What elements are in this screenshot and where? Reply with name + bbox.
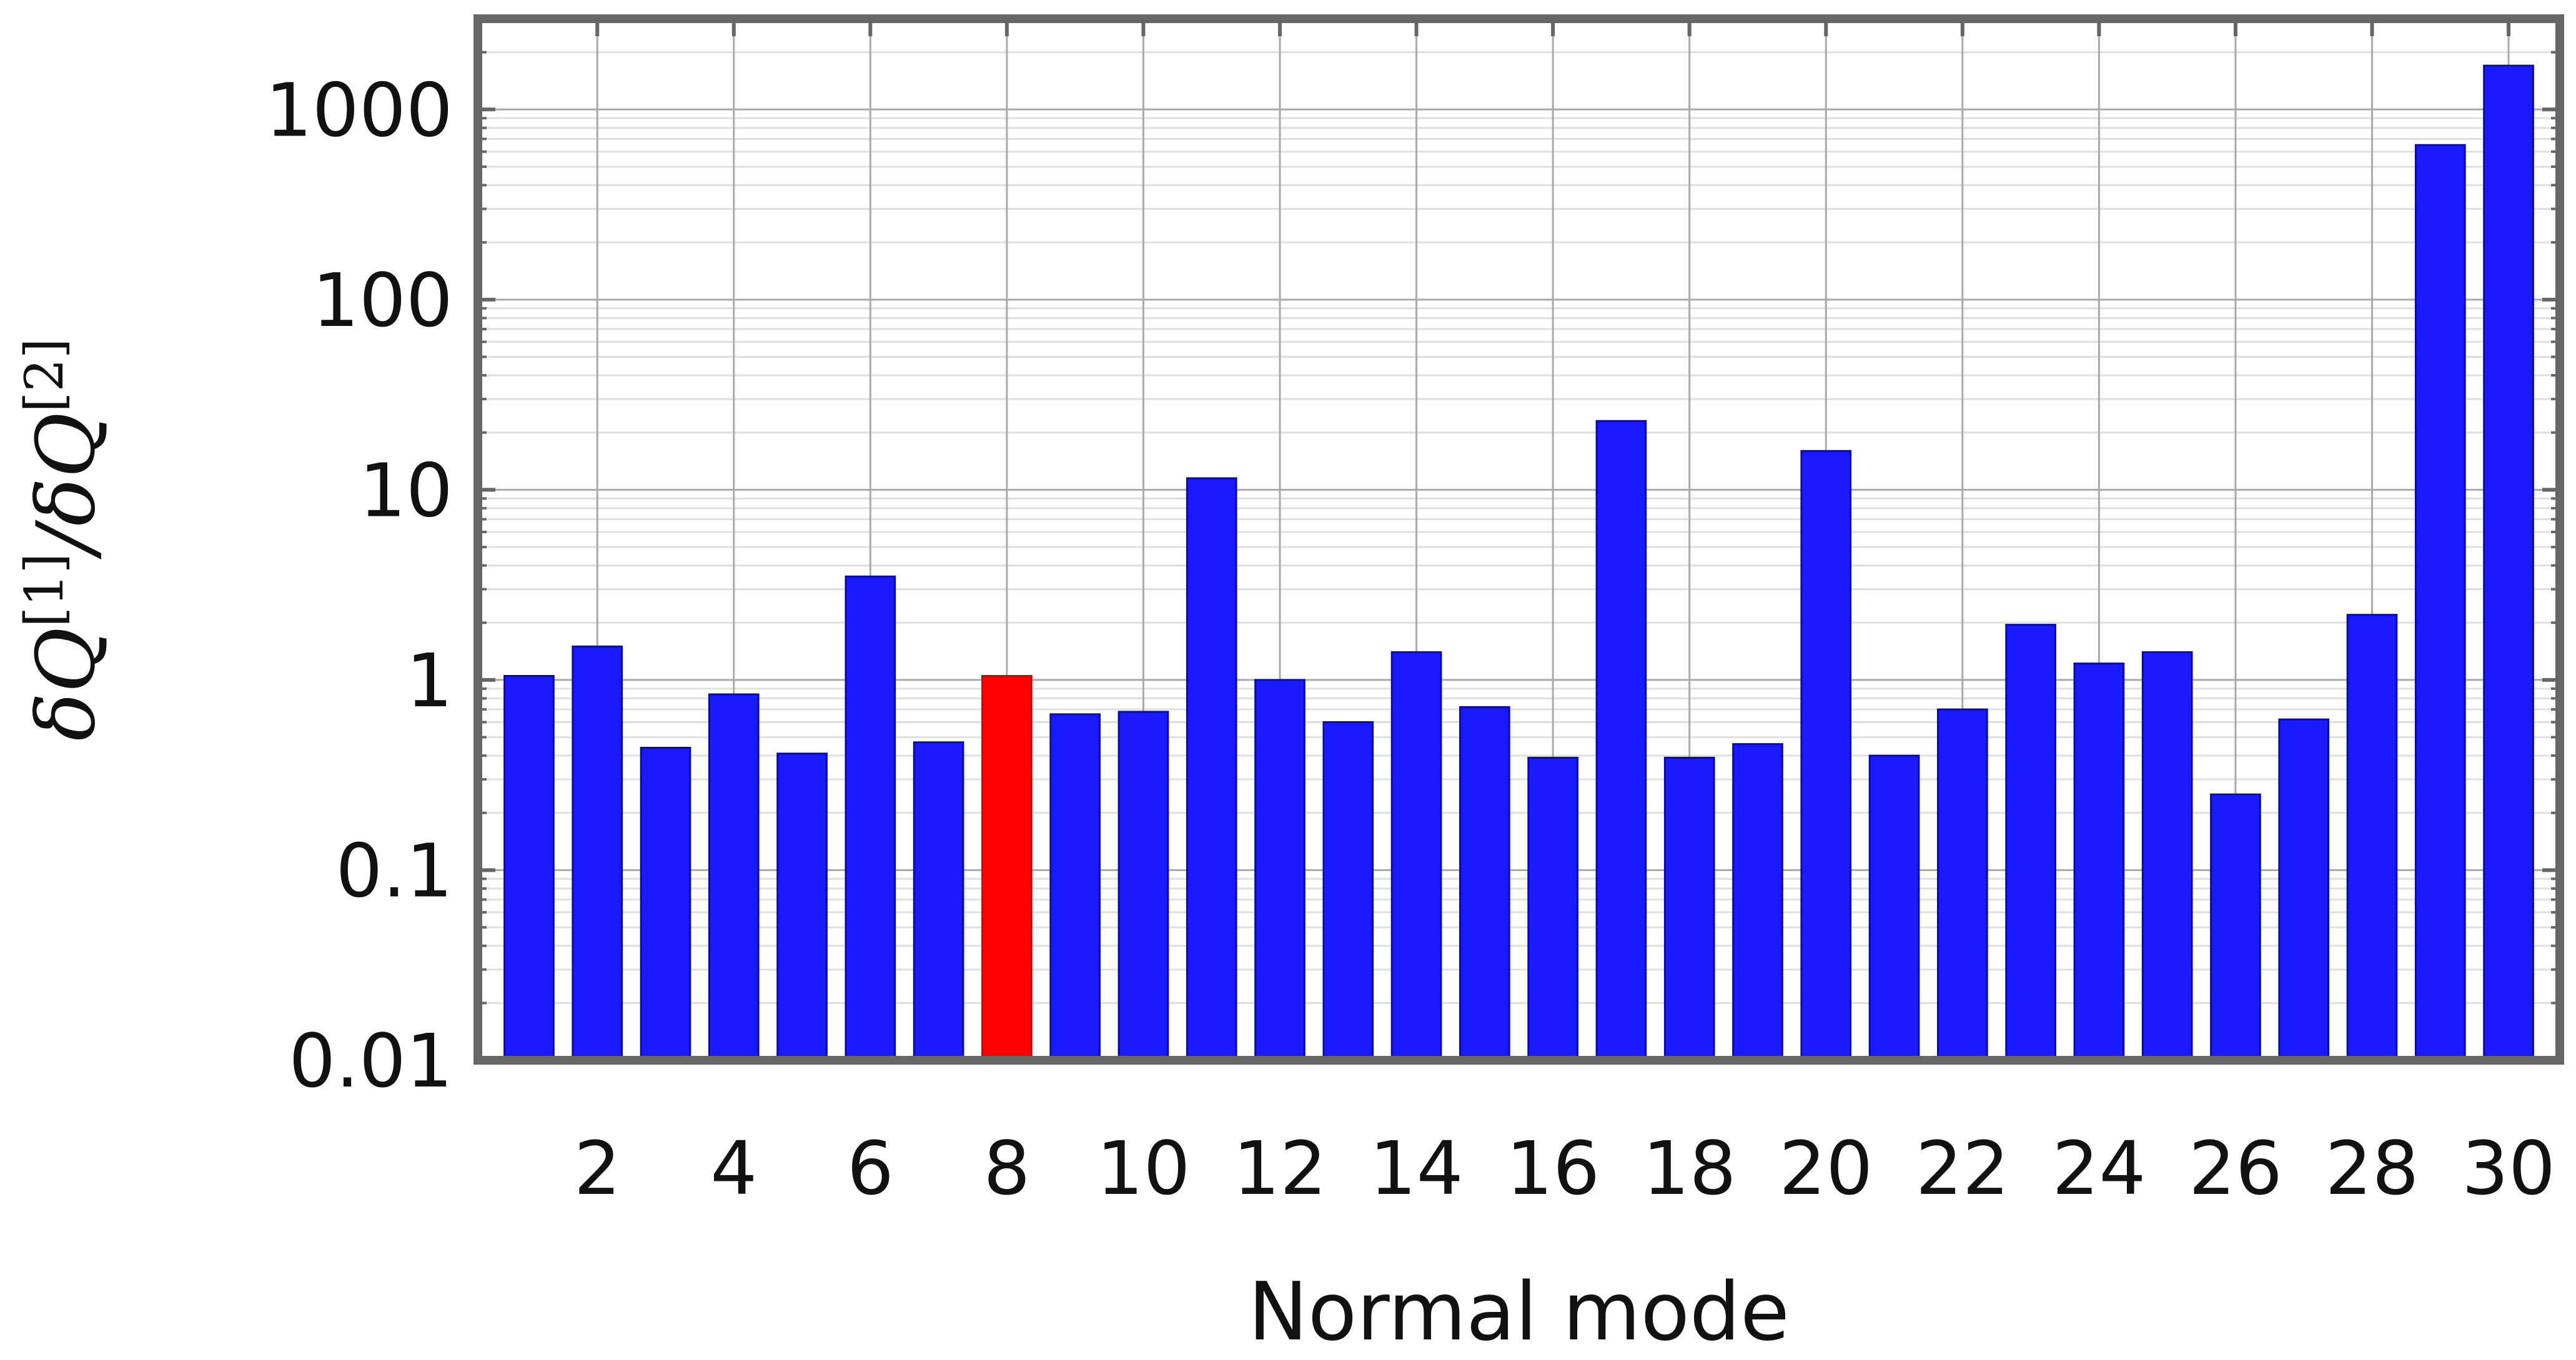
y-tick-label: 10 [359, 447, 453, 533]
y-axis-title: δQ[1]/δQ[2] [14, 338, 113, 741]
bar-mode-22 [1936, 708, 1988, 1062]
bar-mode-18 [1663, 756, 1715, 1062]
bar-mode-8 [981, 674, 1033, 1062]
bar-mode-14 [1390, 651, 1442, 1062]
bar-mode-3 [640, 747, 691, 1062]
bar-mode-1 [503, 674, 555, 1062]
bar-mode-6 [845, 575, 896, 1062]
x-tick-label: 8 [983, 1125, 1030, 1211]
x-tick-label: 20 [1779, 1125, 1873, 1211]
bar-mode-26 [2210, 793, 2261, 1062]
bar-mode-16 [1527, 756, 1578, 1062]
x-tick-label: 30 [2462, 1125, 2555, 1211]
bar-mode-21 [1868, 754, 1920, 1062]
x-tick-label: 28 [2325, 1125, 2419, 1211]
bar-mode-25 [2141, 651, 2193, 1062]
bar-mode-12 [1254, 679, 1305, 1062]
bar-mode-5 [776, 752, 828, 1062]
bar-mode-13 [1322, 721, 1374, 1062]
bar-mode-23 [2005, 624, 2056, 1062]
x-tick-label: 6 [847, 1125, 894, 1211]
y-axis-title-q2: Q [20, 412, 113, 478]
bar-mode-9 [1049, 713, 1101, 1062]
bar-mode-4 [708, 693, 760, 1062]
bar-mode-17 [1595, 420, 1647, 1062]
y-tick-label: 100 [312, 257, 453, 343]
y-tick-label: 1000 [265, 67, 453, 153]
y-axis-ticks: 0.01 0.1 1 10 100 1000 [265, 51, 2560, 1104]
y-axis-title-sup2: [2] [14, 338, 75, 412]
bars [503, 64, 2534, 1062]
y-axis-title-delta2: δ [20, 478, 113, 526]
y-tick-label: 1 [406, 638, 453, 724]
bar-mode-27 [2278, 718, 2330, 1062]
bar-mode-2 [572, 645, 623, 1062]
x-tick-label: 14 [1370, 1125, 1464, 1211]
y-tick-label: 0.1 [335, 827, 453, 914]
y-axis-title-sup1: [1] [14, 553, 75, 628]
x-tick-label: 12 [1233, 1125, 1327, 1211]
y-tick-label: 0.01 [289, 1018, 453, 1104]
y-axis-title-delta1: δ [20, 693, 113, 741]
bar-mode-15 [1459, 706, 1510, 1062]
x-tick-label: 24 [2052, 1125, 2146, 1211]
plot-frame [473, 14, 2564, 1065]
y-axis-title-q1: Q [20, 628, 113, 693]
bar-mode-7 [913, 741, 964, 1062]
x-axis-title: Normal mode [1248, 1266, 1790, 1359]
x-tick-label: 26 [2189, 1125, 2282, 1211]
plot-border [473, 14, 2564, 1065]
bar-mode-24 [2073, 663, 2125, 1062]
bar-mode-11 [1186, 477, 1237, 1062]
bar-mode-29 [2414, 144, 2466, 1062]
x-tick-label: 10 [1096, 1125, 1190, 1211]
bar-mode-19 [1732, 743, 1783, 1062]
x-tick-label: 2 [574, 1125, 621, 1211]
x-axis-ticks: 2 4 6 8 10 12 14 16 18 20 22 24 26 28 30 [574, 19, 2555, 1211]
bar-mode-20 [1800, 450, 1852, 1062]
bar-mode-10 [1117, 711, 1169, 1062]
x-tick-label: 16 [1506, 1125, 1600, 1211]
bar-mode-28 [2346, 614, 2398, 1062]
x-tick-label: 18 [1643, 1125, 1736, 1211]
x-tick-label: 22 [1916, 1125, 2009, 1211]
x-tick-label: 4 [710, 1125, 757, 1211]
bar-mode-30 [2483, 64, 2534, 1062]
